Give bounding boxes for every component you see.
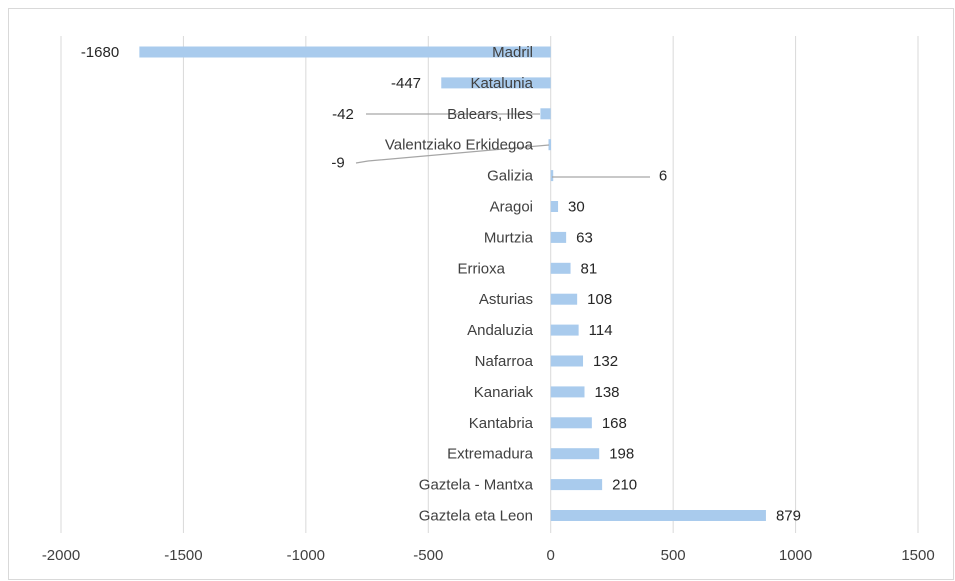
data-label: -447 bbox=[391, 75, 421, 92]
category-label: Gaztela - Mantxa bbox=[419, 477, 534, 494]
bar bbox=[550, 231, 567, 243]
x-tick-label: 1500 bbox=[901, 547, 934, 564]
x-tick-label: -500 bbox=[413, 547, 443, 564]
leader-lines bbox=[355, 113, 650, 178]
data-label: 879 bbox=[776, 508, 801, 525]
data-label: -1680 bbox=[81, 44, 119, 61]
bar bbox=[550, 293, 578, 305]
x-tick-label: -2000 bbox=[42, 547, 80, 564]
category-label: Asturias bbox=[479, 291, 533, 308]
x-tick-label: 0 bbox=[547, 547, 555, 564]
data-label: 138 bbox=[595, 384, 620, 401]
bar bbox=[550, 170, 554, 182]
leader-line bbox=[355, 144, 550, 164]
data-label: 168 bbox=[602, 415, 627, 432]
bar bbox=[540, 108, 551, 120]
bar bbox=[550, 510, 766, 521]
bar bbox=[548, 139, 552, 151]
bar bbox=[441, 77, 551, 89]
category-label: Aragoi bbox=[490, 199, 533, 216]
bar bbox=[550, 417, 592, 429]
x-tick-label: 500 bbox=[661, 547, 686, 564]
bar bbox=[550, 355, 584, 367]
x-axis-tick-labels: -2000 -1500 -1000 -500 0 500 1000 1500 bbox=[42, 547, 935, 564]
x-tick-label: -1000 bbox=[287, 547, 325, 564]
data-labels: -1680 -447 -42 -9 6 30 63 81 108 114 132 138 168 198 2… bbox=[81, 44, 801, 525]
data-label: 198 bbox=[609, 446, 634, 463]
category-label: Galizia bbox=[487, 168, 534, 185]
data-label: 81 bbox=[581, 260, 598, 277]
category-label: Kanariak bbox=[474, 384, 534, 401]
category-label: Kantabria bbox=[469, 415, 534, 432]
x-tick-label: 1000 bbox=[779, 547, 812, 564]
category-label: Extremadura bbox=[447, 446, 534, 463]
bar bbox=[550, 479, 603, 491]
category-label: Errioxa bbox=[457, 260, 505, 277]
data-label: 108 bbox=[587, 291, 612, 308]
data-label: -42 bbox=[332, 106, 354, 123]
bar bbox=[550, 386, 585, 398]
category-label: Katalunia bbox=[470, 75, 533, 92]
bar bbox=[550, 324, 579, 336]
data-label: 210 bbox=[612, 477, 637, 494]
category-label: Gaztela eta Leon bbox=[419, 508, 533, 525]
category-label: Nafarroa bbox=[475, 353, 534, 370]
category-label: Madril bbox=[492, 44, 533, 61]
category-label: Balears, Illes bbox=[447, 106, 533, 123]
x-tick-label: -1500 bbox=[164, 547, 202, 564]
bars bbox=[139, 46, 766, 521]
category-label: Valentziako Erkidegoa bbox=[385, 137, 534, 154]
data-label: 63 bbox=[576, 229, 593, 246]
data-label: 114 bbox=[589, 322, 613, 339]
category-label: Murtzia bbox=[484, 229, 534, 246]
data-label: 6 bbox=[659, 168, 667, 185]
bar bbox=[550, 448, 600, 460]
bar bbox=[550, 201, 559, 212]
category-label: Andaluzia bbox=[467, 322, 534, 339]
data-label: 30 bbox=[568, 199, 585, 216]
bar bbox=[550, 262, 571, 274]
bar bbox=[139, 46, 551, 58]
data-label: 132 bbox=[593, 353, 618, 370]
category-labels: Madril Katalunia Balears, Illes Valentziako… bbox=[385, 44, 534, 525]
chart-frame bbox=[8, 8, 954, 580]
data-label: -9 bbox=[331, 155, 344, 172]
